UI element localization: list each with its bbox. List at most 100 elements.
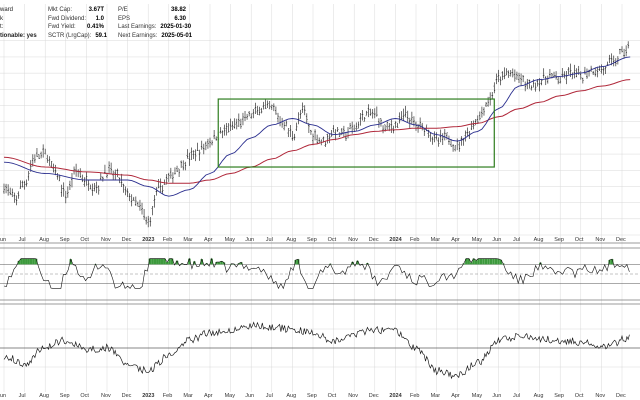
x-tick-label: Mar	[431, 237, 441, 243]
x-tick-label: un	[0, 237, 6, 243]
x-tick-label: Oct	[80, 237, 89, 243]
x-tick-label: May	[472, 393, 483, 399]
x-tick-label: un	[0, 393, 6, 399]
x-tick-label: Sep	[554, 393, 564, 399]
x-tick-label: Aug	[39, 237, 49, 243]
x-tick-label: Oct	[575, 393, 584, 399]
stat-label: P/E	[118, 7, 128, 13]
x-tick-label: Oct	[328, 237, 337, 243]
x-tick-label: Oct	[80, 393, 89, 399]
x-tick-label: Jul	[266, 393, 273, 399]
header-left-line: t:	[0, 24, 4, 31]
x-axis-ticks: un un Jul Jul Aug Aug Sep Sep Oct Oct Nov Nov Dec Dec…	[0, 237, 626, 399]
x-tick-label: Aug	[286, 237, 296, 243]
x-tick-label: Dec	[369, 237, 379, 243]
x-tick-label: Feb	[163, 237, 172, 243]
x-tick-label: Nov	[348, 393, 358, 399]
stat-row: Fwd Yield: 0.41%	[48, 23, 104, 32]
x-tick-label: Dec	[616, 237, 626, 243]
rsi-panel	[0, 257, 640, 290]
x-tick-label: Sep	[554, 237, 564, 243]
x-tick-label: Sep	[60, 393, 70, 399]
x-tick-label: Nov	[348, 237, 358, 243]
lower-indicator-line	[3, 321, 630, 380]
x-tick-label: Aug	[286, 393, 296, 399]
x-tick-label: 2023	[142, 393, 154, 399]
x-tick-label: Sep	[307, 237, 317, 243]
x-tick-label: Aug	[534, 393, 544, 399]
x-tick-label: Sep	[307, 393, 317, 399]
x-tick-label: Mar	[183, 393, 193, 399]
header-left-line: k	[0, 15, 3, 22]
x-tick-label: May	[225, 393, 236, 399]
stat-value: 6.30	[174, 15, 186, 22]
grid	[0, 4, 640, 392]
x-tick-label: Jul	[513, 393, 520, 399]
x-tick-label: Nov	[595, 393, 605, 399]
x-tick-label: Jul	[19, 237, 26, 243]
stat-value: 59.1	[95, 32, 108, 39]
x-tick-label: Jul	[19, 393, 26, 399]
x-tick-label: 2024	[389, 237, 402, 243]
x-tick-label: Mar	[183, 237, 193, 243]
x-tick-label: Sep	[60, 237, 70, 243]
x-tick-label: Apr	[451, 237, 460, 243]
stat-value: 0.41%	[86, 24, 104, 31]
stat-label: Mkt Cap:	[48, 7, 73, 13]
x-tick-label: Feb	[410, 393, 419, 399]
stat-label: Last Earnings:	[118, 24, 157, 31]
price-panel	[3, 41, 631, 228]
header-stats-col-1: Mkt Cap: 3.67T Fwd Dividend: 1.0 Fwd Yield…	[48, 6, 108, 41]
x-tick-label: Feb	[410, 237, 419, 243]
lower-indicator-panel	[0, 321, 640, 380]
stat-row: Fwd Dividend: 1.0	[48, 15, 104, 24]
x-tick-label: Apr	[451, 393, 460, 399]
x-tick-label: Apr	[204, 237, 213, 243]
x-tick-label: 2023	[142, 237, 154, 243]
x-tick-label: Nov	[595, 237, 605, 243]
stat-label: Fwd Dividend:	[48, 15, 87, 22]
x-tick-label: May	[472, 237, 483, 243]
stat-row: EPS 6.30	[118, 15, 186, 24]
stat-row: Last Earnings: 2025-01-30	[118, 23, 191, 32]
header-left-partial: ward k t: tionable: yes	[0, 6, 40, 40]
x-tick-label: Jun	[492, 393, 501, 399]
stat-label: Next Earnings:	[118, 32, 158, 39]
header-left-line: tionable: yes	[0, 32, 37, 39]
x-tick-label: Aug	[534, 237, 544, 243]
stat-label: EPS	[118, 15, 131, 22]
x-tick-label: Apr	[204, 393, 213, 399]
sma-fast-line	[3, 56, 631, 197]
highlight-box	[217, 98, 495, 168]
x-tick-label: May	[225, 237, 236, 243]
x-tick-label: Jun	[245, 393, 254, 399]
stat-label: Fwd Yield:	[48, 24, 76, 31]
stat-row: SCTR (LrgCap): 59.1	[48, 32, 108, 41]
x-tick-label: Oct	[328, 393, 337, 399]
x-tick-label: Nov	[101, 237, 111, 243]
x-tick-label: 2024	[389, 393, 402, 399]
header-left-line: ward	[0, 7, 14, 13]
x-tick-label: Dec	[122, 237, 132, 243]
stat-row: Mkt Cap: 3.67T	[48, 6, 104, 15]
stat-value: 2025-05-01	[161, 32, 193, 39]
price-bars	[3, 41, 630, 228]
header-stats-col-2: P/E 38.82 EPS 6.30 Last Earnings: 2025-01-3…	[118, 6, 192, 41]
stat-label: SCTR (LrgCap):	[48, 32, 92, 39]
x-tick-label: Dec	[369, 393, 379, 399]
stat-row: Next Earnings: 2025-05-01	[118, 32, 192, 41]
rsi-line	[3, 257, 630, 290]
x-tick-label: Oct	[575, 237, 584, 243]
x-tick-label: Feb	[163, 393, 172, 399]
panel-borders	[0, 242, 640, 305]
stat-value: 1.0	[95, 15, 104, 22]
sma-slow-line	[3, 79, 631, 184]
x-tick-label: Nov	[101, 393, 111, 399]
stat-value: 2025-01-30	[160, 24, 192, 31]
x-tick-label: Dec	[616, 393, 626, 399]
x-tick-label: Dec	[122, 393, 132, 399]
x-tick-label: Mar	[431, 393, 441, 399]
stat-row: P/E 38.82	[118, 6, 186, 15]
x-tick-label: Jul	[513, 237, 520, 243]
